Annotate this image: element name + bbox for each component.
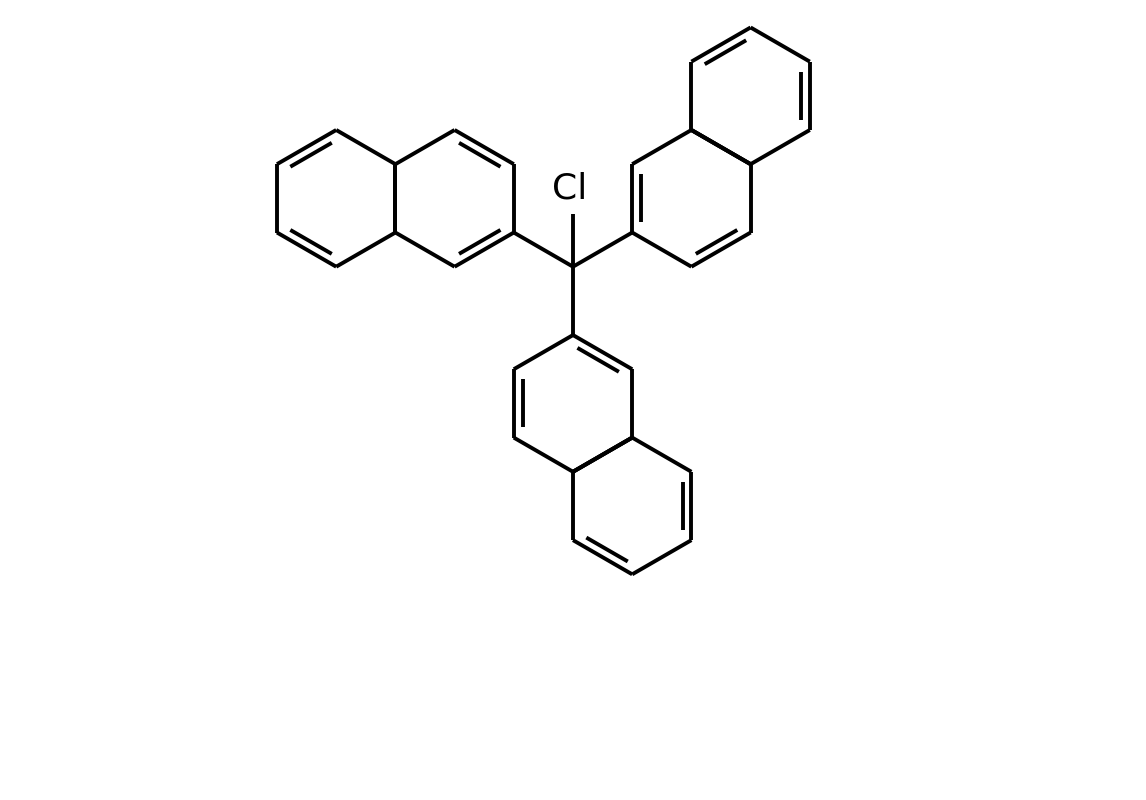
Text: Cl: Cl (552, 171, 587, 205)
